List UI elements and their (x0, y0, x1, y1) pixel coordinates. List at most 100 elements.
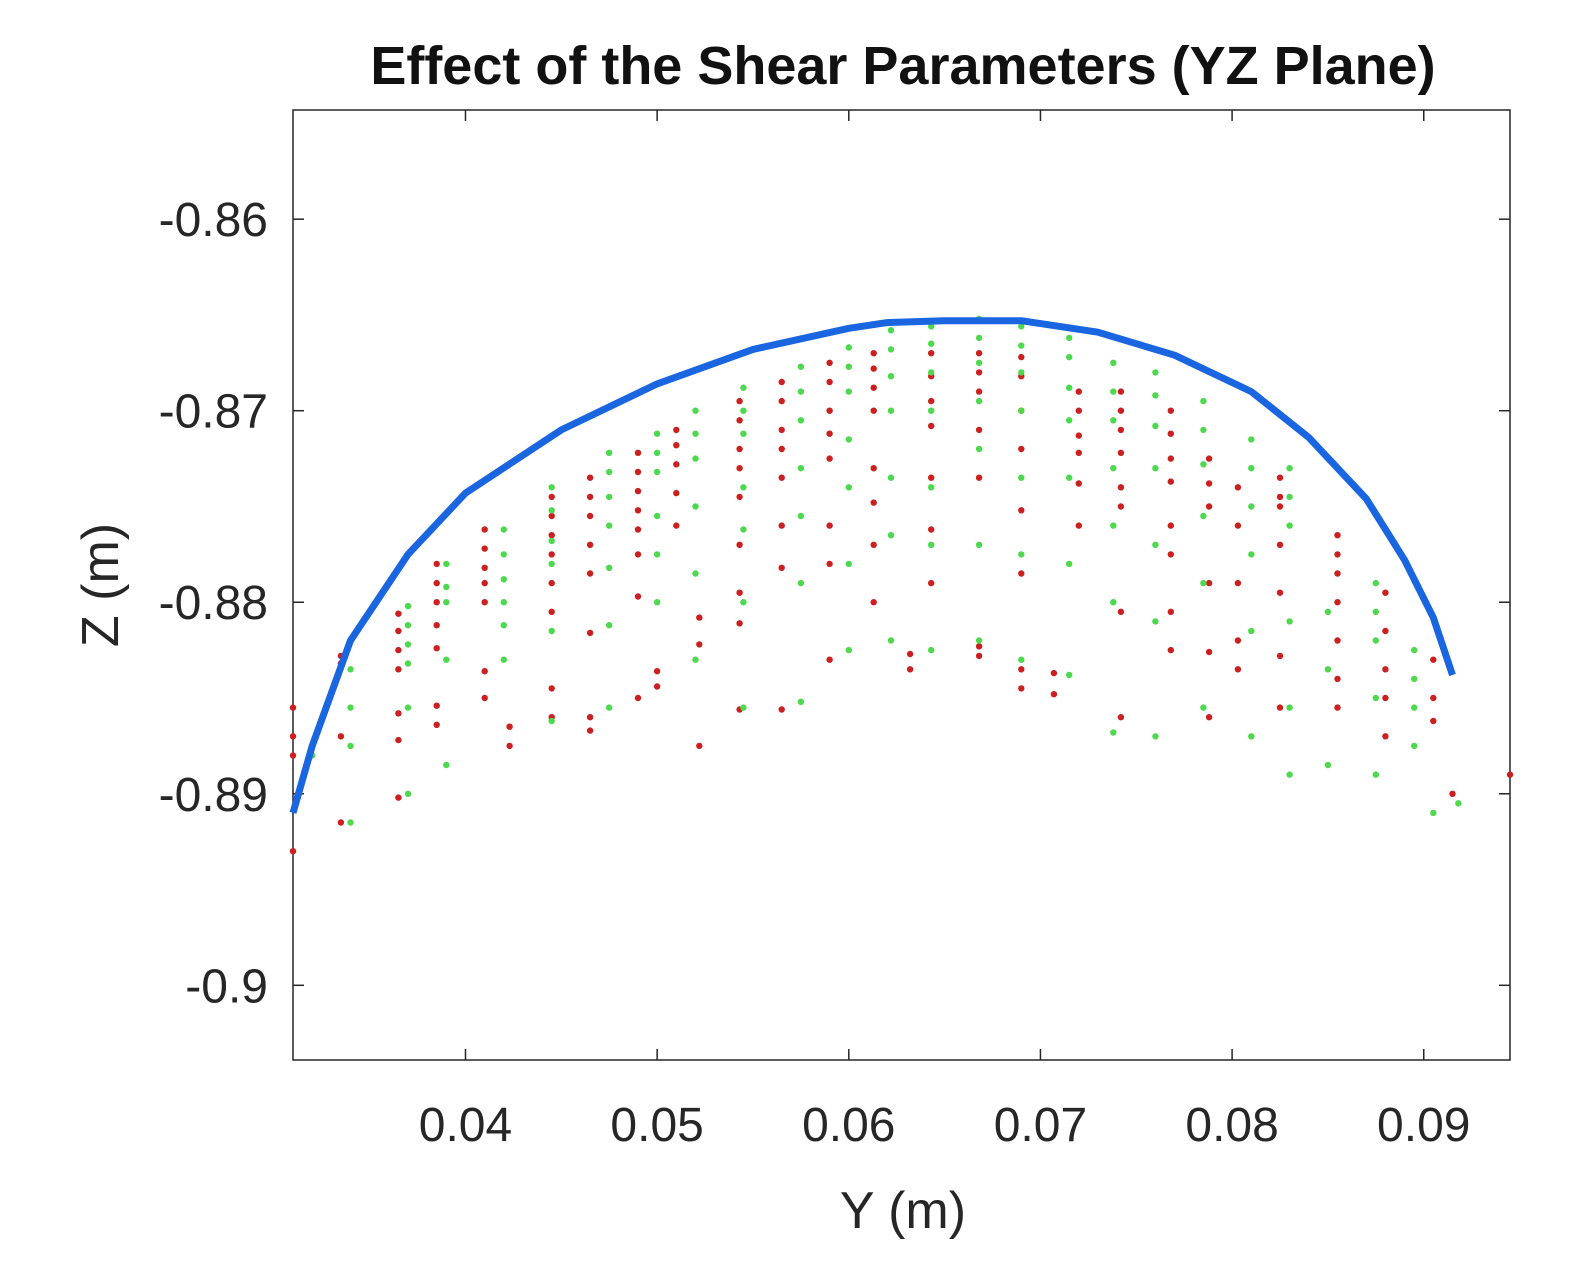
red-points-point (928, 397, 935, 405)
x-tick-label: 0.09 (1377, 1099, 1470, 1152)
red-points-point (826, 560, 833, 568)
red-points-point (433, 645, 440, 652)
green-points-point (1286, 704, 1293, 711)
green-points-point (797, 512, 805, 520)
green-points-point (1110, 729, 1117, 736)
red-points-point (586, 512, 594, 520)
red-points-point (778, 564, 785, 571)
green-points-point (975, 359, 983, 366)
red-points-point (975, 369, 983, 376)
boundary-curve-line (289, 317, 1456, 814)
red-points-point (1276, 704, 1284, 711)
green-points-point (845, 646, 852, 654)
boundary-line-layer (289, 317, 1456, 814)
red-points-point (870, 465, 877, 472)
green-points-point (1200, 512, 1207, 520)
red-points-point (736, 397, 743, 405)
red-points-point (826, 430, 833, 437)
green-points-point (1066, 474, 1073, 481)
green-points-point (653, 449, 661, 456)
red-points-point (586, 541, 594, 548)
red-points-point (337, 733, 345, 740)
red-points-point (1334, 532, 1341, 539)
green-points-point (1066, 417, 1073, 424)
red-points-point (634, 449, 642, 456)
green-points-point (797, 363, 805, 370)
green-points-point (1110, 522, 1117, 529)
y-tick-label: -0.87 (159, 386, 268, 439)
green-points-point (1152, 541, 1159, 548)
red-points-point (1334, 704, 1341, 711)
red-points-point (778, 706, 785, 713)
red-points-point (696, 742, 703, 750)
green-points-point (548, 484, 555, 491)
red-points-point (1117, 407, 1125, 414)
green-points-point (887, 346, 895, 353)
green-points-point (797, 388, 805, 395)
green-points-point (500, 576, 507, 583)
red-points-point (433, 599, 440, 606)
green-points-point (1248, 551, 1255, 558)
red-points-point (548, 608, 555, 615)
red-points-point (481, 564, 488, 571)
red-points-point (826, 378, 833, 386)
red-points-point (548, 532, 555, 539)
green-points-point (975, 541, 983, 548)
green-points-point (404, 790, 412, 797)
red-points-point (1276, 474, 1284, 481)
red-points-point (1382, 589, 1389, 596)
green-points-point (797, 579, 805, 587)
red-points-point (1334, 675, 1341, 683)
x-tick-label: 0.06 (802, 1099, 895, 1152)
green-points-point (1286, 522, 1293, 529)
red-points-point (1430, 694, 1437, 702)
red-points-point (1449, 790, 1456, 797)
red-points-point (736, 445, 743, 453)
green-points-point (887, 373, 895, 380)
green-points-point (1066, 671, 1073, 679)
green-points-point (1200, 461, 1207, 468)
red-points-point (778, 474, 785, 481)
red-points-point (870, 407, 877, 414)
red-points-point (548, 493, 555, 501)
red-points-point (975, 474, 983, 481)
green-points-point (1372, 579, 1380, 587)
red-points-point (289, 848, 297, 855)
red-points-point (433, 702, 440, 709)
red-points-point (586, 570, 594, 577)
red-points-point (1018, 353, 1025, 361)
red-points-point (1334, 570, 1341, 577)
red-points-point (289, 733, 297, 740)
green-points-point (975, 397, 983, 405)
red-points-point (289, 752, 297, 759)
red-points-point (1018, 666, 1025, 673)
red-points-point (548, 512, 555, 520)
green-points-point (1324, 761, 1332, 769)
green-points-point (1411, 704, 1418, 711)
green-points-point (606, 493, 613, 501)
green-points-point (404, 641, 412, 648)
green-points-point (653, 468, 661, 476)
green-points-point (928, 323, 935, 330)
green-points-point (1248, 503, 1255, 510)
red-points-point (975, 388, 983, 395)
green-points-point (606, 449, 613, 456)
green-points-point (1411, 742, 1418, 750)
red-points-point (1018, 507, 1025, 514)
red-points-point (1205, 714, 1213, 721)
green-points-point (404, 704, 412, 711)
red-points-point (395, 610, 402, 617)
green-points-point (653, 512, 661, 520)
red-points-point (481, 599, 488, 606)
green-points-point (653, 430, 661, 437)
red-points-point (975, 350, 983, 357)
red-points-point (975, 652, 983, 660)
red-points-point (586, 629, 594, 637)
green-points-point (404, 622, 412, 629)
red-points-point (481, 545, 488, 552)
red-points-point (1506, 771, 1514, 778)
red-points-point (870, 365, 877, 372)
green-points-point (1200, 426, 1207, 434)
y-tick-label: -0.89 (159, 769, 268, 822)
green-points-point (928, 484, 935, 491)
